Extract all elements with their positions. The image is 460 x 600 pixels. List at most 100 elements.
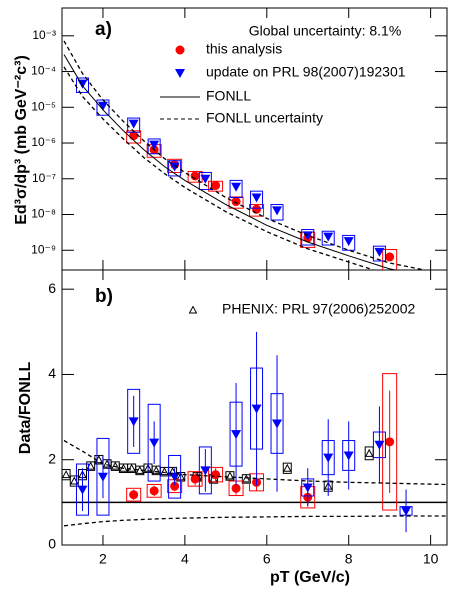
data-point <box>160 467 169 476</box>
data-point <box>211 470 221 480</box>
sys-box <box>228 196 244 209</box>
data-point <box>323 232 334 242</box>
fonll-uncertainty <box>63 515 447 527</box>
data-point <box>241 474 251 483</box>
sys-box <box>147 138 161 155</box>
data-point <box>231 197 241 207</box>
data-point <box>149 140 160 150</box>
data-point <box>401 506 412 516</box>
data-point <box>149 438 160 448</box>
sys-box <box>167 158 183 173</box>
data-point <box>231 430 242 440</box>
data-point <box>374 247 385 257</box>
y-tick-label: 10⁻⁸ <box>31 207 56 221</box>
data-point <box>272 206 283 216</box>
panel-b-label: b) <box>95 286 113 307</box>
y-tick-label: 4 <box>48 365 56 381</box>
sys-box <box>96 437 110 516</box>
data-point <box>200 174 211 184</box>
data-point <box>272 419 283 429</box>
sys-box <box>126 487 142 502</box>
data-point <box>128 417 139 427</box>
data-point <box>97 472 108 482</box>
data-point <box>385 437 395 447</box>
fonll-curve <box>63 54 399 270</box>
data-point <box>97 101 108 111</box>
frame-b <box>61 269 448 546</box>
sys-box <box>187 471 203 487</box>
data-point <box>385 252 395 262</box>
x-axis-label: pT (GeV/c) <box>270 569 350 586</box>
y-tick-label: 10⁻⁷ <box>32 171 56 185</box>
legend-label: PHENIX: PRL 97(2006)252002 <box>222 301 415 317</box>
sys-box <box>250 190 264 209</box>
sys-box <box>249 204 265 217</box>
y-tick-label: 2 <box>48 450 56 466</box>
legend-key <box>188 305 198 314</box>
data-point <box>128 119 139 129</box>
data-point <box>169 472 180 482</box>
sys-box <box>342 234 356 251</box>
data-point <box>323 453 334 463</box>
y-axis-label-a: Ed³σ/dp³ (mb GeV⁻²c³) <box>13 55 30 225</box>
fonll-uncertainty <box>63 40 428 270</box>
data-point <box>190 171 200 181</box>
sys-box <box>168 454 182 499</box>
data-point <box>231 483 241 493</box>
legend-key <box>175 69 185 78</box>
sys-box <box>168 160 182 177</box>
x-tick-label: 6 <box>263 551 271 567</box>
data-point <box>343 451 354 461</box>
data-point <box>151 465 161 474</box>
sys-box <box>282 462 292 474</box>
sys-box <box>62 469 71 481</box>
data-point <box>62 470 71 479</box>
legend-key <box>175 45 185 55</box>
data-point <box>149 486 159 496</box>
data-point <box>225 471 235 480</box>
sys-box <box>208 466 224 483</box>
sys-box <box>69 475 79 487</box>
y-tick-label: 0 <box>48 536 56 552</box>
y-tick-label: 10⁻⁶ <box>31 135 56 149</box>
x-tick-label: 4 <box>181 551 189 567</box>
y-axis-label-b: Data/FONLL <box>17 362 34 455</box>
y-tick-label: 6 <box>48 280 56 296</box>
data-point <box>190 474 200 484</box>
data-point <box>282 463 292 472</box>
fonll-uncertainty <box>63 439 447 486</box>
legend-label: FONLL uncertainty <box>206 110 323 126</box>
data-point <box>77 485 88 495</box>
data-point <box>364 448 374 457</box>
x-tick-label: 2 <box>99 551 107 567</box>
legend-label: this analysis <box>206 41 282 57</box>
data-point <box>200 466 211 476</box>
data-point <box>211 180 221 190</box>
x-tick-label: 8 <box>345 551 353 567</box>
data-point <box>170 481 180 491</box>
legend-label: update on PRL 98(2007)192301 <box>206 64 406 80</box>
data-point <box>110 461 120 470</box>
x-tick-label: 10 <box>423 551 439 567</box>
data-point <box>129 490 139 500</box>
plot-area <box>63 40 428 270</box>
sys-box <box>270 204 284 221</box>
sys-box <box>146 483 162 498</box>
data-point <box>169 162 180 172</box>
y-tick-label: 10⁻⁵ <box>31 99 56 113</box>
data-point <box>252 204 262 214</box>
sys-box <box>147 403 161 482</box>
sys-box <box>372 245 386 262</box>
annotation: Global uncertainty: 8.1% <box>249 23 402 39</box>
legend-label: FONLL <box>206 88 251 104</box>
data-point <box>343 237 354 247</box>
data-point <box>77 79 88 89</box>
data-point <box>231 182 242 192</box>
y-tick-label: 10⁻³ <box>32 28 56 42</box>
data-point <box>374 440 385 450</box>
sys-box <box>75 77 89 93</box>
data-point <box>127 463 136 472</box>
data-point <box>251 404 262 414</box>
sys-box <box>229 179 243 198</box>
